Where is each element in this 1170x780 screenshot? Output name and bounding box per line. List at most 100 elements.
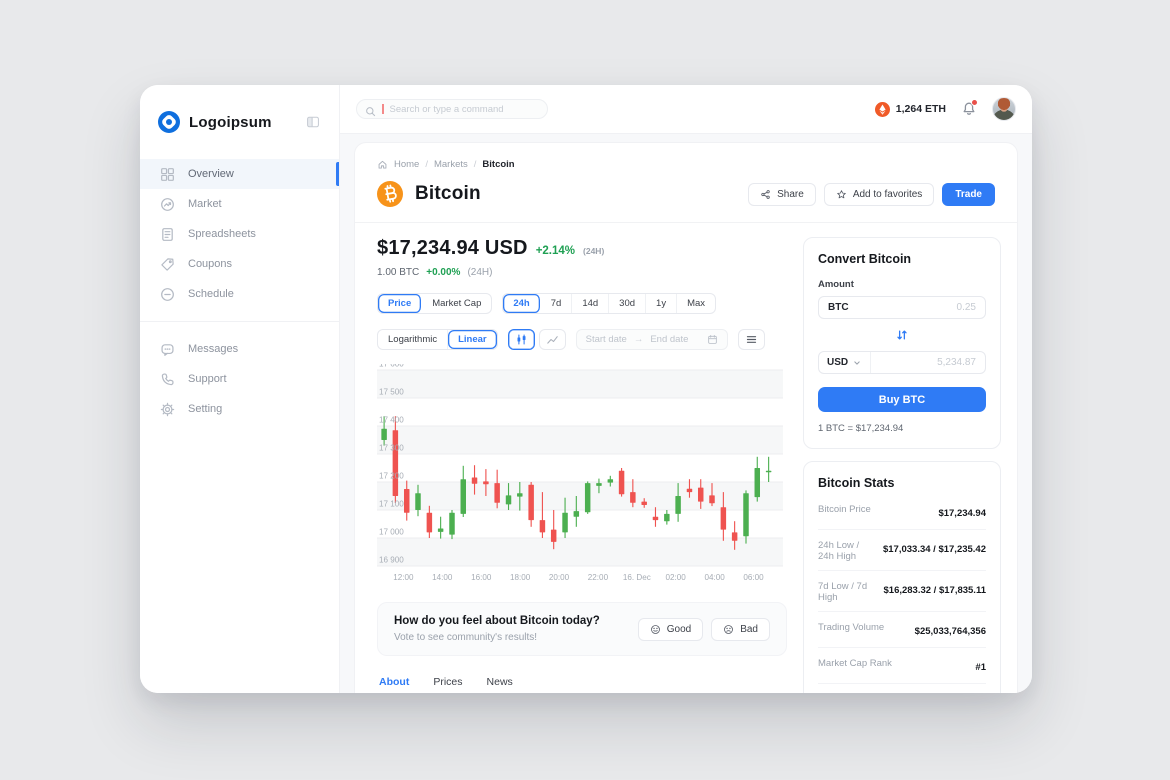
coupon-icon xyxy=(160,257,175,272)
tab-market-cap[interactable]: Market Cap xyxy=(432,298,482,309)
breadcrumb-home[interactable]: Home xyxy=(394,159,420,170)
chart-menu-button[interactable] xyxy=(737,329,765,350)
stats-title: Bitcoin Stats xyxy=(818,476,895,490)
app-window: Logoipsum Overview Market Spreadsheets Coup… xyxy=(140,85,1032,693)
wallet-balance[interactable]: 1,264 ETH xyxy=(874,101,946,117)
main-area: 1,264 ETH Home / Ma xyxy=(340,85,1032,693)
stat-label: Market Cap Rank xyxy=(818,657,892,669)
range-tab-1y[interactable]: 1y xyxy=(646,294,678,313)
svg-text:02:00: 02:00 xyxy=(666,573,687,582)
svg-text:16:00: 16:00 xyxy=(471,573,492,582)
price-change: +2.14% xyxy=(535,245,576,257)
stat-value: $17,033.34 / $17,235.42 xyxy=(882,543,986,555)
side-panels: Convert Bitcoin Amount BTC 0.25 xyxy=(803,237,1001,693)
vote-bad-button[interactable]: Bad xyxy=(711,617,770,641)
sidebar-item-spreadsheets[interactable]: Spreadsheets xyxy=(140,219,339,249)
sidebar-item-overview[interactable]: Overview xyxy=(140,159,339,189)
candlestick-chart-button[interactable] xyxy=(507,329,535,350)
date-range-input[interactable]: Start date → End date xyxy=(575,329,728,350)
user-avatar[interactable] xyxy=(992,97,1016,121)
settings-icon xyxy=(160,402,175,417)
page-card: Home / Markets / Bitcoin Bitcoin xyxy=(354,142,1018,693)
trade-button[interactable]: Trade xyxy=(942,182,995,206)
svg-text:17 600: 17 600 xyxy=(379,364,404,368)
svg-text:16. Dec: 16. Dec xyxy=(623,573,651,582)
range-tab-30d[interactable]: 30d xyxy=(609,294,647,313)
svg-text:17 500: 17 500 xyxy=(379,388,404,397)
price-value: $17,234.94 USD xyxy=(377,237,528,259)
stats-row-market-cap-dominance: Market Cap Dominance 32.23% xyxy=(818,684,986,693)
sidebar: Logoipsum Overview Market Spreadsheets Coup… xyxy=(140,85,340,693)
stat-value-line: #1 xyxy=(975,657,986,675)
stat-value-line: $25,033,764,356 xyxy=(915,621,986,639)
stat-label: 7d Low / 7d High xyxy=(818,580,868,603)
chart-section: $17,234.94 USD +2.14% (24H) 1.00 BTC +0.… xyxy=(377,237,787,693)
sidebar-nav-secondary: Messages Support Setting xyxy=(140,334,339,424)
stat-value: $17,234.94 xyxy=(938,507,986,519)
scale-tab-logarithmic[interactable]: Logarithmic xyxy=(378,330,449,349)
sidebar-item-label: Market xyxy=(188,198,222,210)
convert-from-input[interactable]: BTC 0.25 xyxy=(818,296,986,319)
logo: Logoipsum xyxy=(140,109,339,135)
stat-value: $25,033,764,356 xyxy=(914,625,986,637)
buy-btc-button[interactable]: Buy BTC xyxy=(818,387,986,412)
sidebar-item-messages[interactable]: Messages xyxy=(140,334,339,364)
notifications-bell-icon[interactable] xyxy=(961,99,978,117)
stats-row-7d-low-7d-high: 7d Low / 7d High $16,283.32 / $17,835.11 xyxy=(818,571,986,612)
sidebar-item-market[interactable]: Market xyxy=(140,189,339,219)
breadcrumb-current: Bitcoin xyxy=(482,159,515,170)
price-period: (24H) xyxy=(583,246,605,256)
search-bar[interactable] xyxy=(356,99,548,119)
convert-title: Convert Bitcoin xyxy=(818,252,912,266)
sidebar-item-setting[interactable]: Setting xyxy=(140,394,339,424)
home-icon xyxy=(377,159,388,170)
arrow-right-icon: → xyxy=(633,334,644,345)
stats-row-trading-volume: Trading Volume $25,033,764,356 xyxy=(818,612,986,648)
metric-tabs: Price Market Cap xyxy=(377,293,493,314)
sidebar-item-support[interactable]: Support xyxy=(140,364,339,394)
stats-panel: Bitcoin Stats Bitcoin Price $17,234.94 24h… xyxy=(803,461,1001,693)
range-tab-14d[interactable]: 14d xyxy=(572,294,610,313)
line-chart-button[interactable] xyxy=(538,329,566,350)
breadcrumb: Home / Markets / Bitcoin xyxy=(377,159,995,170)
sentiment-question: How do you feel about Bitcoin today? xyxy=(394,615,600,627)
range-tab-7d[interactable]: 7d xyxy=(541,294,573,313)
sidebar-collapse-icon[interactable] xyxy=(305,115,321,129)
stats-row-bitcoin-price: Bitcoin Price $17,234.94 xyxy=(818,494,986,530)
range-tab-max[interactable]: Max xyxy=(687,298,706,309)
add-to-favorites-button[interactable]: Add to favorites xyxy=(823,182,935,206)
page-header: Home / Markets / Bitcoin Bitcoin xyxy=(355,143,1017,223)
sidebar-item-coupons[interactable]: Coupons xyxy=(140,249,339,279)
stat-value-group: $17,234.94 xyxy=(938,503,986,521)
start-date-placeholder: Start date xyxy=(585,334,627,345)
eth-icon xyxy=(874,101,890,117)
tab-about[interactable]: About xyxy=(379,676,410,688)
sentiment-box: How do you feel about Bitcoin today? Vot… xyxy=(377,602,787,656)
candlestick-chart[interactable]: 16 900 17 000 17 100 17 200 17 300 17 400 17 5… xyxy=(377,364,787,586)
breadcrumb-markets[interactable]: Markets xyxy=(433,159,468,170)
tab-prices[interactable]: Prices xyxy=(433,676,463,688)
search-input[interactable] xyxy=(389,103,539,115)
share-icon xyxy=(760,189,771,200)
scale-tab-linear[interactable]: Linear xyxy=(448,330,497,349)
spreadsheet-icon xyxy=(160,227,175,242)
sidebar-item-schedule[interactable]: Schedule xyxy=(140,279,339,309)
to-currency-select[interactable]: USD xyxy=(819,352,872,373)
stat-label: Market Cap Dominance xyxy=(818,693,918,694)
calendar-icon xyxy=(707,334,718,345)
messages-icon xyxy=(160,342,175,357)
to-currency: USD xyxy=(827,357,849,368)
tab-news[interactable]: News xyxy=(486,676,513,688)
stat-value-group: $17,033.34 / $17,235.42 xyxy=(883,539,986,557)
smiley-bad-icon xyxy=(723,624,734,635)
share-button[interactable]: Share xyxy=(748,182,816,206)
convert-to-input[interactable]: USD 5,234.87 xyxy=(818,351,986,374)
grid-icon xyxy=(160,167,175,182)
range-tab-24h[interactable]: 24h xyxy=(503,294,540,313)
tab-price[interactable]: Price xyxy=(378,294,422,313)
amount-label: Amount xyxy=(818,279,854,290)
svg-text:18:00: 18:00 xyxy=(510,573,531,582)
swap-icon[interactable] xyxy=(895,328,909,342)
vote-good-button[interactable]: Good xyxy=(637,617,704,641)
wallet-balance-text: 1,264 ETH xyxy=(895,103,946,115)
